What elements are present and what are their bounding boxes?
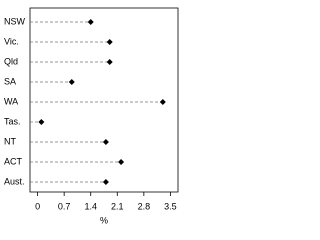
x-tick-label: 2.1 — [111, 201, 124, 211]
y-tick-label: Aust. — [4, 176, 25, 186]
y-tick-label: ACT — [4, 156, 23, 166]
plot-frame — [29, 7, 179, 193]
dot — [118, 159, 125, 165]
y-tick-label: Vic. — [4, 36, 19, 46]
y-tick-label: WA — [4, 96, 18, 106]
x-axis-label: % — [100, 215, 108, 225]
dot — [106, 59, 113, 65]
x-tick-label: 3.5 — [164, 201, 177, 211]
dot — [102, 179, 109, 185]
dot — [87, 19, 94, 25]
x-tick-label: 2.8 — [138, 201, 151, 211]
dot — [106, 39, 113, 45]
y-tick-label: Qld — [4, 56, 18, 66]
x-tick-label: 1.4 — [84, 201, 97, 211]
dot — [68, 79, 75, 85]
x-tick-label: 0 — [35, 201, 40, 211]
chart: % 0 0.7 1.4 2.1 2.8 3.5 NSW Vic. Qld SA WA Tas. NT AC… — [4, 7, 179, 225]
y-tick-label: NSW — [4, 16, 26, 26]
y-tick-label: Tas. — [4, 116, 21, 126]
y-tick-label: SA — [4, 76, 16, 86]
dot — [159, 99, 166, 105]
dot — [102, 139, 109, 145]
x-tick-label: 0.7 — [58, 201, 71, 211]
dot — [38, 119, 45, 125]
y-tick-label: NT — [4, 136, 16, 146]
